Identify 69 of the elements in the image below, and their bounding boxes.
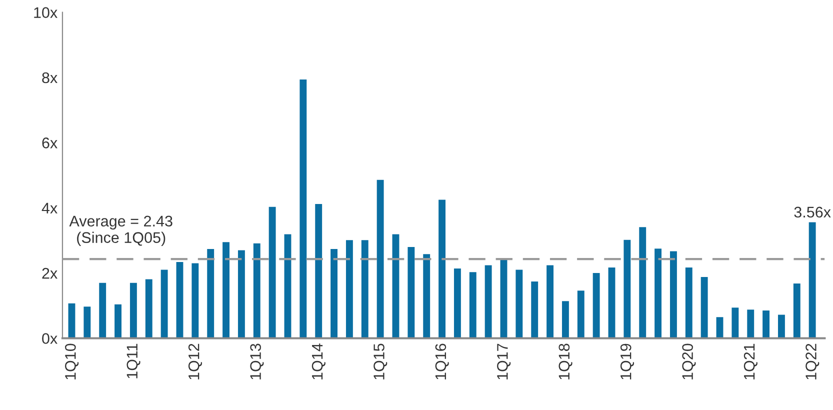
bar	[330, 248, 338, 338]
x-tick-label: 1Q14	[312, 344, 326, 380]
x-tick-label: 1Q22	[806, 344, 820, 380]
bar	[68, 303, 76, 338]
bar	[300, 79, 307, 338]
ref-line-label: Average = 2.43 (Since 1Q05)	[69, 216, 172, 246]
bar	[207, 248, 214, 338]
bar	[160, 270, 168, 338]
bar	[500, 260, 508, 338]
x-tick-label: 1Q16	[435, 344, 449, 380]
x-tick-label: 1Q12	[188, 344, 202, 380]
data-label: 3.56x	[794, 206, 831, 218]
bar	[793, 283, 800, 338]
bar	[624, 240, 631, 338]
bar	[654, 248, 662, 338]
bar	[145, 279, 152, 338]
bar	[423, 254, 430, 338]
bar	[438, 200, 446, 338]
bar	[732, 308, 739, 338]
y-tick-label: 2x	[42, 268, 58, 279]
bar	[268, 206, 276, 338]
bar	[546, 265, 554, 338]
y-tick-label: 6x	[42, 138, 58, 148]
x-tick-label: 1Q20	[682, 344, 696, 380]
bar	[670, 251, 677, 338]
bar	[408, 246, 415, 338]
bar	[315, 204, 322, 338]
x-tick-label: 1Q13	[250, 344, 264, 380]
bar	[253, 243, 260, 338]
y-tick-label: 0x	[42, 333, 58, 344]
bar	[284, 234, 292, 338]
y-tick-label: 10x	[34, 7, 58, 18]
bar	[346, 240, 353, 338]
bar	[84, 306, 91, 338]
y-tick-label: 8x	[42, 72, 58, 84]
bar	[469, 272, 476, 338]
bar	[562, 301, 569, 338]
bar	[577, 290, 584, 338]
bar	[762, 310, 770, 338]
bar	[392, 234, 400, 338]
bar	[130, 282, 137, 338]
bar	[238, 250, 245, 338]
x-tick-label: 1Q11	[126, 344, 140, 378]
bar	[778, 314, 785, 338]
bar	[222, 242, 230, 338]
x-tick-label: 1Q17	[497, 344, 511, 380]
bar	[484, 265, 492, 338]
bar	[114, 304, 122, 338]
x-tick-label: 1Q15	[374, 344, 388, 380]
bar	[608, 268, 616, 338]
x-tick-label: 1Q21	[744, 344, 758, 380]
bar	[192, 263, 199, 338]
x-tick-label: 1Q18	[558, 344, 572, 380]
bar	[361, 240, 368, 338]
bar	[531, 282, 538, 338]
bar	[592, 273, 600, 338]
bar	[454, 268, 461, 338]
bar	[808, 222, 816, 338]
x-tick-label: 1Q10	[65, 344, 79, 380]
bar	[685, 268, 692, 338]
bar	[99, 282, 106, 338]
bar	[376, 180, 384, 338]
bar	[176, 262, 184, 338]
bar	[747, 310, 754, 338]
y-tick-label: 4x	[42, 202, 58, 214]
x-tick-label: 1Q19	[620, 344, 634, 380]
bar	[516, 270, 523, 338]
bar	[639, 227, 646, 338]
bar	[700, 276, 708, 338]
